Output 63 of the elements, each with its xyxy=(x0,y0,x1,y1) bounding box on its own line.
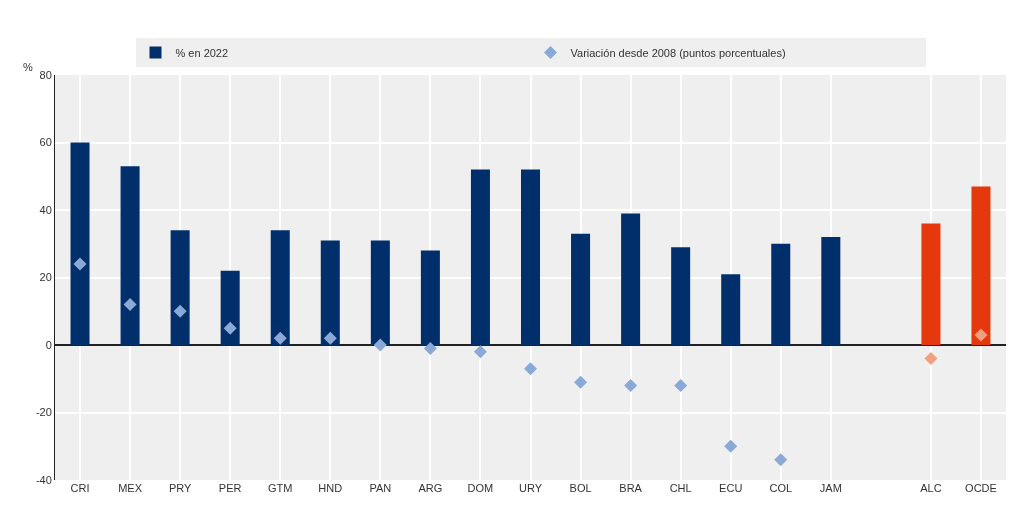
point xyxy=(123,298,137,311)
bar xyxy=(470,169,490,345)
point xyxy=(173,304,187,318)
bar xyxy=(721,274,741,345)
y-tick-label: -40 xyxy=(35,473,52,486)
x-tick-label: BRA xyxy=(619,482,643,494)
y-tick-label: 80 xyxy=(39,68,52,81)
point xyxy=(273,331,287,345)
x-tick-label: PAN xyxy=(369,482,392,494)
x-tick-label: PER xyxy=(218,482,242,494)
point xyxy=(473,345,487,359)
y-tick-label: 40 xyxy=(39,203,52,216)
x-tick-label: JAM xyxy=(819,482,842,494)
x-tick-label: DOM xyxy=(467,482,494,494)
bar xyxy=(971,186,991,345)
x-tick-label: ECU xyxy=(719,482,743,494)
x-tick-label: GTM xyxy=(268,482,293,494)
x-tick-label: ARG xyxy=(418,482,443,494)
point xyxy=(524,362,537,376)
y-axis-title: % xyxy=(23,61,33,73)
y-tick-label: -20 xyxy=(35,406,52,419)
point xyxy=(974,328,988,342)
y-tick-label: 60 xyxy=(39,136,52,149)
x-tick-label: BOL xyxy=(569,482,592,494)
x-tick-label: COL xyxy=(769,482,793,494)
bar xyxy=(621,213,641,345)
bar xyxy=(921,223,941,345)
x-tick-label: ALC xyxy=(920,482,942,494)
x-tick-label: MEX xyxy=(118,482,143,494)
point xyxy=(73,257,87,271)
point xyxy=(774,453,788,467)
bar xyxy=(771,243,791,345)
point xyxy=(624,379,638,392)
x-tick-label: OCDE xyxy=(965,482,997,494)
x-tick-label: URY xyxy=(518,482,543,494)
bar xyxy=(120,166,140,345)
bar xyxy=(671,247,691,345)
legend-label: % en 2022 xyxy=(175,46,229,59)
bar xyxy=(420,250,440,345)
point xyxy=(574,375,588,389)
x-tick-label: PRY xyxy=(168,482,192,494)
point xyxy=(323,331,337,345)
point xyxy=(223,321,237,335)
y-tick-label: 20 xyxy=(39,271,52,284)
bar xyxy=(320,240,340,345)
bar xyxy=(821,237,841,345)
point xyxy=(674,379,688,392)
bar xyxy=(370,240,390,345)
y-tick-label: 0 xyxy=(45,338,52,351)
bar xyxy=(571,233,591,345)
bar xyxy=(270,230,290,345)
legend-label: Variación desde 2008 (puntos porcentuales) xyxy=(570,46,786,59)
bar xyxy=(70,142,90,345)
x-tick-label: CHL xyxy=(669,482,692,494)
x-tick-label: HND xyxy=(318,482,343,494)
x-tick-label: CRI xyxy=(70,482,90,494)
point xyxy=(924,352,938,365)
point xyxy=(724,439,738,453)
point xyxy=(423,341,437,355)
point xyxy=(373,338,387,352)
bar xyxy=(220,270,240,345)
bar xyxy=(170,230,190,345)
bar xyxy=(520,169,541,345)
